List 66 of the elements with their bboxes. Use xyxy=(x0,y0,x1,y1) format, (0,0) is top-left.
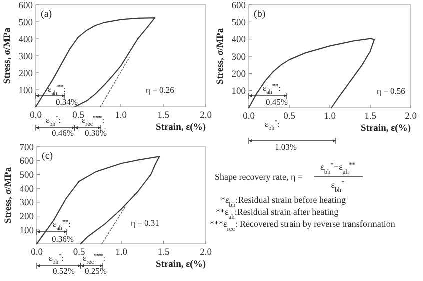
y-tick-label: 500 xyxy=(18,18,34,28)
x-tick-label: 0.5 xyxy=(284,112,296,122)
x-axis-title: Strain, ε(%) xyxy=(156,260,206,270)
x-axis-title: Strain, ε(%) xyxy=(361,124,411,134)
y-tick-label: 400 xyxy=(18,35,34,46)
text: ε$_{bh}$$^{*}$: xyxy=(49,253,64,266)
x-tick-label: 2.0 xyxy=(405,112,418,122)
x-tick-label: 1.5 xyxy=(158,111,170,121)
annotation: η = 0.26 xyxy=(146,85,174,95)
y-tick-label: 400 xyxy=(20,184,34,195)
x-tick-label: 0.0 xyxy=(243,112,256,122)
text: ε$_{bh}$$^{*}$: xyxy=(265,119,280,132)
annotation: η = 0.31 xyxy=(131,218,160,228)
annotation: ε$_{ah}$$^{**}$: xyxy=(48,84,66,97)
y-tick-label: 100 xyxy=(18,86,34,96)
y-tick-label: 300 xyxy=(18,52,34,62)
x-tick-label: 1.5 xyxy=(364,112,377,122)
annotation: ε$_{ah}$$^{**}$: xyxy=(53,219,71,232)
text: *ε$_{bh}$:Residual strain before heating xyxy=(221,195,346,208)
x-tick-label: 2.0 xyxy=(200,111,212,121)
annotation: 0.34% xyxy=(56,97,78,107)
x-tick-label: 1.0 xyxy=(115,111,128,121)
y-tick-label: 100 xyxy=(20,226,34,236)
text: ε$_{rec}$$^{***}$: xyxy=(83,253,106,266)
text: 1.03% xyxy=(275,142,297,152)
y-tick-label: 200 xyxy=(18,69,34,80)
line-series xyxy=(35,18,156,108)
y-tick-label: 400 xyxy=(232,36,246,46)
text: 0.46% xyxy=(52,128,74,138)
y-tick-label: 100 xyxy=(232,87,246,98)
chart-title: (a) xyxy=(41,9,52,20)
text: Shape recovery rate, η = xyxy=(215,172,303,182)
annotation: ε$_{ah}$$^{**}$: xyxy=(263,83,281,96)
x-tick-label: 0.0 xyxy=(30,111,42,121)
text: 0.52% xyxy=(53,266,75,276)
x-tick-label: 1.0 xyxy=(324,112,336,122)
y-tick-label: 500 xyxy=(20,171,34,182)
x-tick-label: 1.0 xyxy=(116,248,128,258)
y-tick-label: 700 xyxy=(20,143,34,154)
y-tick-label: 600 xyxy=(18,1,34,12)
y-tick-label: 200 xyxy=(232,70,246,80)
text: 0.25% xyxy=(85,266,107,276)
line-series xyxy=(248,38,376,109)
y-axis-title: Stress, σ/MPa xyxy=(4,167,14,224)
text: ε$_{bh}$$^{*}$: xyxy=(46,115,62,128)
x-tick-label: 0.0 xyxy=(31,248,44,258)
x-tick-label: 0.5 xyxy=(73,248,86,258)
x-tick-label: 1.5 xyxy=(158,248,170,258)
y-tick-label: 300 xyxy=(232,52,246,63)
y-axis-title: Stress, σ/MPa xyxy=(216,28,226,85)
annotation: 0.36% xyxy=(52,234,74,244)
annotation: η = 0.56 xyxy=(377,86,406,96)
x-tick-label: 2.0 xyxy=(200,248,212,258)
y-tick-label: 200 xyxy=(20,212,34,223)
y-tick-label: 600 xyxy=(232,1,246,12)
text: 0.30% xyxy=(85,128,107,138)
text: ***ε$_{rec}$: Recovered strain by reverse transformation xyxy=(210,219,396,232)
x-axis-title: Strain, ε(%) xyxy=(156,123,206,133)
y-tick-label: 300 xyxy=(20,198,34,209)
y-axis-title: Stress, σ/MPa xyxy=(3,28,13,84)
y-tick-label: 500 xyxy=(232,18,246,28)
chart-title: (c) xyxy=(42,151,54,162)
text: **ε$_{ah}$:Residual strain after heating xyxy=(216,207,340,220)
chart-title: (b) xyxy=(254,9,266,20)
annotation: 0.45% xyxy=(266,97,288,107)
y-tick-label: 600 xyxy=(20,157,34,168)
